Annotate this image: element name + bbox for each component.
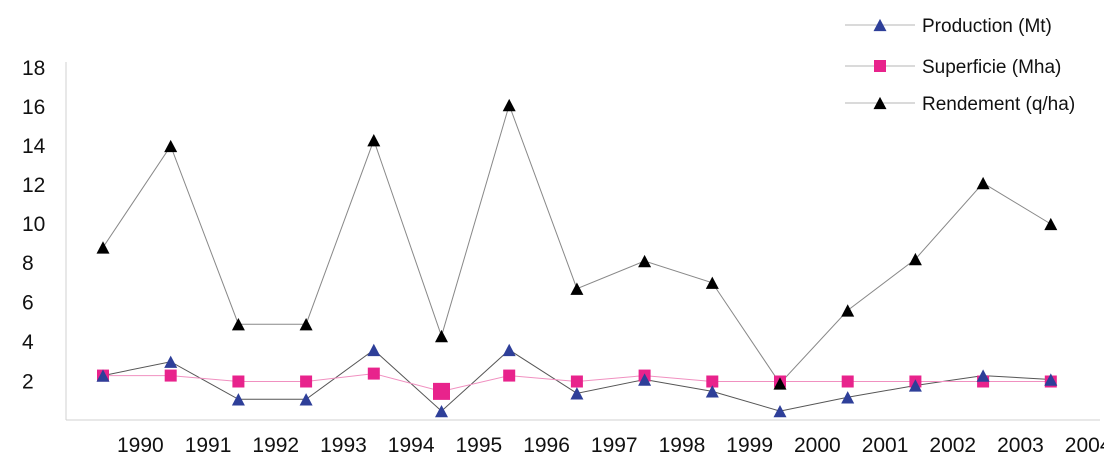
rendement-point (638, 254, 652, 268)
series-line-2 (102, 103, 1052, 385)
x-tick-label: 2004 (1065, 434, 1104, 457)
superficie-point (232, 375, 245, 388)
x-tick-label: 1999 (726, 434, 773, 457)
y-tick-label: 10 (22, 213, 45, 236)
rendement-point (96, 241, 110, 254)
x-tick-label: 1991 (185, 434, 232, 457)
y-tick-label: 2 (22, 371, 34, 394)
x-tick-label: 2002 (929, 434, 976, 457)
y-tick-label: 12 (22, 174, 45, 197)
production-point (773, 404, 787, 418)
legend-label: Rendement (q/ha) (922, 94, 1075, 115)
x-tick-label: 1990 (117, 434, 164, 457)
y-tick-label: 6 (22, 292, 34, 315)
x-tick-label: 1993 (320, 434, 367, 457)
legend-triangle-marker (873, 18, 887, 32)
x-tick-label: 1995 (456, 434, 503, 457)
rendement-point (705, 276, 719, 289)
production-point (570, 387, 584, 400)
x-tick-label: 2003 (997, 434, 1044, 457)
x-tick-label: 1996 (523, 434, 570, 457)
y-tick-label: 16 (22, 96, 45, 119)
production-point (705, 385, 719, 398)
production-point (164, 355, 178, 368)
superficie-point (164, 369, 177, 382)
superficie-point (503, 369, 516, 382)
rendement-point (773, 377, 787, 390)
superficie-point (841, 375, 854, 388)
x-tick-labels: 1990 1991 1992 1993 1994 1995 1996 1997 1998 1999… (117, 434, 1104, 457)
production-point (908, 379, 922, 392)
production-point (96, 369, 110, 382)
rendement-point (570, 282, 584, 295)
rendement-point (299, 318, 313, 331)
rendement-point (976, 176, 990, 190)
rendement-point (841, 304, 855, 317)
production-point (1044, 373, 1058, 386)
rendement-point (435, 329, 448, 343)
rendement-point (367, 133, 381, 147)
production-point (299, 393, 313, 406)
legend-label: Superficie (Mha) (922, 57, 1061, 78)
legend-square-marker (874, 60, 886, 72)
superficie-point (433, 382, 450, 400)
rendement-point (908, 252, 922, 266)
production-point (435, 404, 448, 418)
production-point (502, 343, 516, 357)
y-tick-labels: 18 16 14 12 10 8 6 4 2 (22, 57, 46, 394)
rendement-point (164, 139, 178, 153)
legend: Production (Mt) Superficie (Mha) Rendement… (845, 16, 1075, 115)
x-tick-label: 1998 (659, 434, 706, 457)
y-tick-label: 8 (22, 252, 34, 275)
superficie-point (706, 375, 719, 388)
legend-label: Production (Mt) (922, 16, 1052, 37)
x-tick-label: 2001 (862, 434, 909, 457)
superficie-point (300, 375, 313, 388)
production-point (231, 393, 245, 406)
series-markers (96, 98, 1058, 418)
production-point (638, 373, 652, 386)
superficie-point (570, 375, 583, 388)
x-tick-label: 1994 (388, 434, 435, 457)
production-point (841, 391, 855, 404)
y-tick-label: 14 (22, 135, 46, 158)
rendement-point (1044, 217, 1058, 231)
x-tick-label: 1992 (252, 434, 299, 457)
y-tick-label: 18 (22, 57, 45, 80)
production-point (367, 343, 381, 357)
x-tick-label: 2000 (794, 434, 841, 457)
rendement-point (502, 98, 516, 112)
legend-triangle-marker (873, 96, 887, 110)
superficie-point (367, 367, 380, 380)
series-lines (102, 103, 1052, 412)
rendement-point (231, 318, 245, 331)
production-point (976, 369, 990, 382)
y-tick-label: 4 (22, 331, 34, 354)
x-tick-label: 1997 (591, 434, 638, 457)
